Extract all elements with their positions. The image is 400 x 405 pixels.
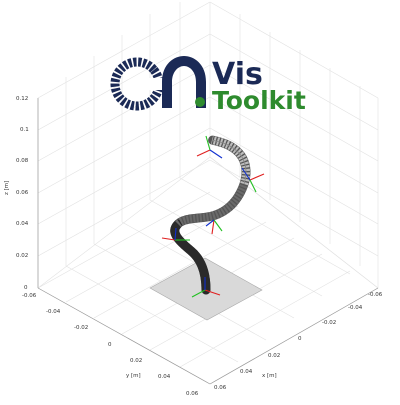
x-tick: -0.04 xyxy=(348,305,363,311)
x-axis: 0.06 0.04 0.02 0 -0.02 -0.04 -0.06 x [m] xyxy=(214,292,383,391)
logo: Vis Toolkit xyxy=(110,56,306,115)
z-axis-label: z [m] xyxy=(4,181,10,195)
y-tick: 0.02 xyxy=(130,358,142,364)
y-tick: 0.06 xyxy=(186,391,199,397)
axis-frame xyxy=(37,98,379,385)
x-axis-label: x [m] xyxy=(262,373,277,379)
y-tick: -0.02 xyxy=(74,325,88,331)
y-tick: 0.04 xyxy=(158,374,171,380)
logo-title-toolkit: Toolkit xyxy=(212,86,306,115)
x-tick: 0.06 xyxy=(214,385,227,391)
x-tick: 0.04 xyxy=(240,369,253,375)
y-tick: 0 xyxy=(108,342,112,348)
z-axis: 0.12 0.1 0.08 0.06 0.04 0.02 0 z [m] xyxy=(4,96,29,291)
x-tick: -0.06 xyxy=(368,292,383,298)
y-tick: -0.04 xyxy=(46,309,61,315)
logo-arch-icon xyxy=(162,56,206,108)
grid-lines xyxy=(37,1,379,385)
z-tick: 0.1 xyxy=(20,127,29,133)
z-tick: 0.06 xyxy=(16,190,29,196)
z-tick: 0.04 xyxy=(16,221,29,227)
z-tick: 0.12 xyxy=(16,96,28,102)
y-axis: -0.06 -0.04 -0.02 0 0.02 0.04 0.06 y [m] xyxy=(22,293,199,397)
x-tick: 0.02 xyxy=(268,353,280,359)
y-axis-label: y [m] xyxy=(126,373,141,379)
z-tick: 0.08 xyxy=(16,158,29,164)
logo-title-vis: Vis xyxy=(212,57,263,92)
z-tick: 0.02 xyxy=(16,253,28,259)
logo-ring-icon xyxy=(110,57,164,111)
z-tick: 0 xyxy=(24,285,28,291)
x-tick: -0.02 xyxy=(322,320,336,326)
coordinate-frames xyxy=(161,135,265,298)
x-tick: 0 xyxy=(298,336,302,342)
y-tick: -0.06 xyxy=(22,293,37,299)
